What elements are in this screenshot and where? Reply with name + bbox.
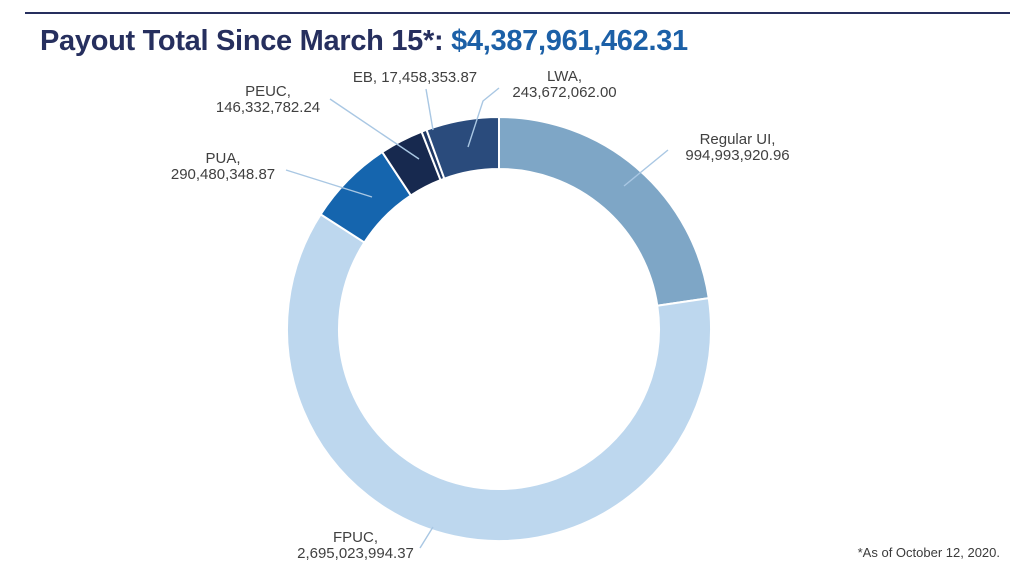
data-label-fpuc: FPUC, 2,695,023,994.37 [263, 530, 448, 562]
data-label-lwa-name: LWA, [546, 68, 582, 85]
leader-line-peuc [329, 98, 420, 160]
data-label-peuc-name: PEUC, [245, 83, 291, 100]
leader-line-fpuc [419, 526, 434, 549]
data-label-pua-name: PUA, [205, 150, 241, 167]
data-label-regular-ui: Regular UI, 994,993,920.96 [645, 132, 830, 164]
leader-line-lwa [467, 87, 500, 148]
leader-line-pua [285, 169, 373, 198]
leader-line-eb [425, 88, 434, 131]
data-label-fpuc-name: FPUC, [333, 529, 378, 546]
donut-segment-fpuc [285, 212, 712, 542]
data-label-pua: PUA, 290,480,348.87 [133, 151, 313, 183]
data-label-peuc: PEUC, 146,332,782.24 [178, 84, 358, 116]
page-title-text: Payout Total Since March 15*: [40, 25, 452, 57]
data-label-pua-value: 290,480,348.87 [170, 166, 276, 183]
data-label-fpuc-value: 2,695,023,994.37 [297, 545, 414, 562]
data-label-lwa-value: 243,672,062.00 [512, 84, 617, 101]
donut-segment-lwa [425, 115, 500, 180]
data-label-eb-text: EB, 17,458,353.87 [352, 69, 478, 86]
page-title-amount: $4,387,961,462.31 [451, 25, 688, 57]
leader-line-regular-ui [623, 149, 669, 187]
page-title: Payout Total Since March 15*: $4,387,961… [40, 24, 1000, 58]
data-label-lwa: LWA, 243,672,062.00 [472, 69, 657, 101]
footnote: *As of October 12, 2020. [857, 545, 1000, 560]
data-label-eb: EB, 17,458,353.87 [325, 70, 505, 86]
data-label-regular-ui-value: 994,993,920.96 [685, 147, 790, 164]
header-rule [25, 12, 1010, 14]
data-label-regular-ui-name: Regular UI, [699, 131, 776, 148]
data-label-peuc-value: 146,332,782.24 [215, 99, 321, 116]
